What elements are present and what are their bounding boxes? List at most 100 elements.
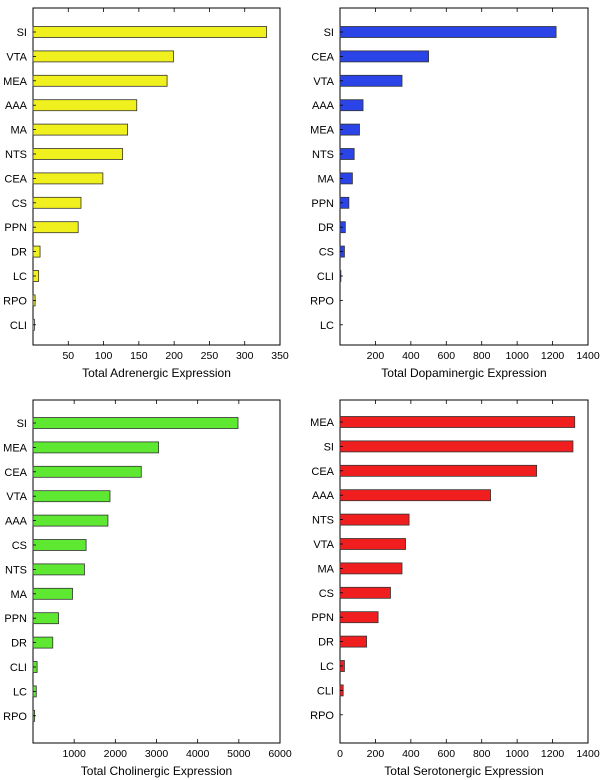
bar-ppn xyxy=(32,612,59,625)
category-label-dr: DR xyxy=(318,637,334,649)
category-label-vta: VTA xyxy=(313,76,334,88)
bar-ma xyxy=(32,123,128,136)
bar-nts xyxy=(339,513,410,526)
x-tick-label: 1400 xyxy=(576,350,600,362)
x-tick-label: 6000 xyxy=(268,748,292,760)
x-tick-label: 4000 xyxy=(186,748,210,760)
bar-mea xyxy=(339,416,576,428)
category-label-mea: MEA xyxy=(3,442,28,454)
category-label-rpo: RPO xyxy=(310,710,334,722)
category-label-aaa: AAA xyxy=(312,100,335,112)
chart-panel-3: SI MEA CEA VTA AAA CS NTS MA PPN DR CLI LC RPO 1000 20… xyxy=(3,399,292,778)
bar-ppn xyxy=(32,221,79,234)
category-label-cea: CEA xyxy=(311,466,334,478)
category-label-mea: MEA xyxy=(310,417,335,429)
bar-mea xyxy=(32,74,168,87)
category-label-rpo: RPO xyxy=(3,295,27,307)
x-tick-label: 600 xyxy=(438,748,456,760)
bar-cea xyxy=(32,172,104,185)
bar-cea xyxy=(339,464,538,477)
category-label-ppn: PPN xyxy=(4,222,27,234)
category-label-lc: LC xyxy=(320,320,334,332)
category-label-dr: DR xyxy=(11,638,27,650)
x-tick-label: 2000 xyxy=(104,748,128,760)
x-axis-label: Total Cholinergic Expression xyxy=(81,764,232,778)
bar-cs xyxy=(32,539,87,551)
category-label-ma: MA xyxy=(11,125,28,137)
x-tick-label: 50 xyxy=(62,350,74,362)
x-tick-label: 300 xyxy=(236,350,254,362)
bar-cea xyxy=(339,50,429,63)
x-axis-label: Total Serotonergic Expression xyxy=(384,764,543,778)
category-label-cs: CS xyxy=(319,588,334,600)
category-label-nts: NTS xyxy=(5,564,27,576)
x-tick-label: 1200 xyxy=(541,748,565,760)
x-tick-label: 5000 xyxy=(227,748,251,760)
category-label-si: SI xyxy=(17,27,27,39)
category-label-ppn: PPN xyxy=(311,612,334,624)
chart-panel-1: SI VTA MEA AAA MA NTS CEA CS PPN DR LC RPO CLI 50 100 1… xyxy=(3,7,289,380)
x-tick-label: 100 xyxy=(95,350,113,362)
bar-ma xyxy=(339,562,403,575)
bar-vta xyxy=(32,50,174,63)
category-label-cs: CS xyxy=(319,247,334,259)
bar-vta xyxy=(339,538,406,550)
category-label-mea: MEA xyxy=(310,125,335,137)
x-tick-label: 1200 xyxy=(541,350,565,362)
x-tick-label: 150 xyxy=(130,350,148,362)
category-label-rpo: RPO xyxy=(310,295,334,307)
category-label-ma: MA xyxy=(318,563,335,575)
x-axis-label: Total Dopaminergic Expression xyxy=(381,366,546,380)
category-label-si: SI xyxy=(17,418,27,430)
category-label-nts: NTS xyxy=(312,515,334,527)
category-label-mea: MEA xyxy=(3,76,28,88)
bar-aaa xyxy=(32,514,109,527)
x-tick-label: 800 xyxy=(473,350,491,362)
x-tick-label: 1400 xyxy=(576,748,600,760)
category-label-cs: CS xyxy=(12,540,27,552)
x-tick-label: 1000 xyxy=(505,748,529,760)
category-label-lc: LC xyxy=(13,686,27,698)
bar-vta xyxy=(32,490,111,503)
x-tick-label: 200 xyxy=(165,350,183,362)
bar-aaa xyxy=(339,99,364,112)
x-tick-label: 1000 xyxy=(505,350,529,362)
bar-ma xyxy=(32,587,73,600)
category-label-cli: CLI xyxy=(10,320,27,332)
bar-cs xyxy=(32,196,82,209)
bar-nts xyxy=(32,563,85,576)
x-tick-label: 350 xyxy=(271,350,289,362)
x-tick-label: 400 xyxy=(402,350,420,362)
x-tick-label: 1000 xyxy=(62,748,86,760)
category-label-lc: LC xyxy=(320,661,334,673)
category-label-ppn: PPN xyxy=(4,613,27,625)
category-label-aaa: AAA xyxy=(5,516,28,528)
x-tick-label: 800 xyxy=(473,748,491,760)
category-label-cs: CS xyxy=(12,198,27,210)
x-tick-label: 600 xyxy=(438,350,456,362)
x-tick-label: 400 xyxy=(402,748,420,760)
bar-si xyxy=(339,26,557,38)
category-label-aaa: AAA xyxy=(5,100,28,112)
bar-vta xyxy=(339,74,403,87)
category-label-vta: VTA xyxy=(313,539,334,551)
category-label-cli: CLI xyxy=(10,662,27,674)
bar-nts xyxy=(32,148,124,160)
category-label-vta: VTA xyxy=(6,491,27,503)
category-label-cli: CLI xyxy=(317,685,334,697)
bar-aaa xyxy=(32,99,138,112)
bar-aaa xyxy=(339,489,491,502)
bar-ppn xyxy=(339,611,379,624)
bar-cea xyxy=(32,465,142,478)
bar-mea xyxy=(32,441,159,454)
x-tick-label: 200 xyxy=(367,350,385,362)
bar-si xyxy=(339,440,574,453)
category-label-lc: LC xyxy=(13,271,27,283)
category-label-dr: DR xyxy=(318,222,334,234)
chart-panel-4: MEA SI CEA AAA NTS VTA MA CS PPN DR LC CLI RPO 0 200 40… xyxy=(310,399,600,778)
category-label-vta: VTA xyxy=(6,51,27,63)
category-label-cea: CEA xyxy=(4,467,27,479)
category-label-ppn: PPN xyxy=(311,198,334,210)
chart-panel-2: SI CEA VTA AAA MEA NTS MA PPN DR CS CLI RPO LC 200 400… xyxy=(310,7,600,380)
